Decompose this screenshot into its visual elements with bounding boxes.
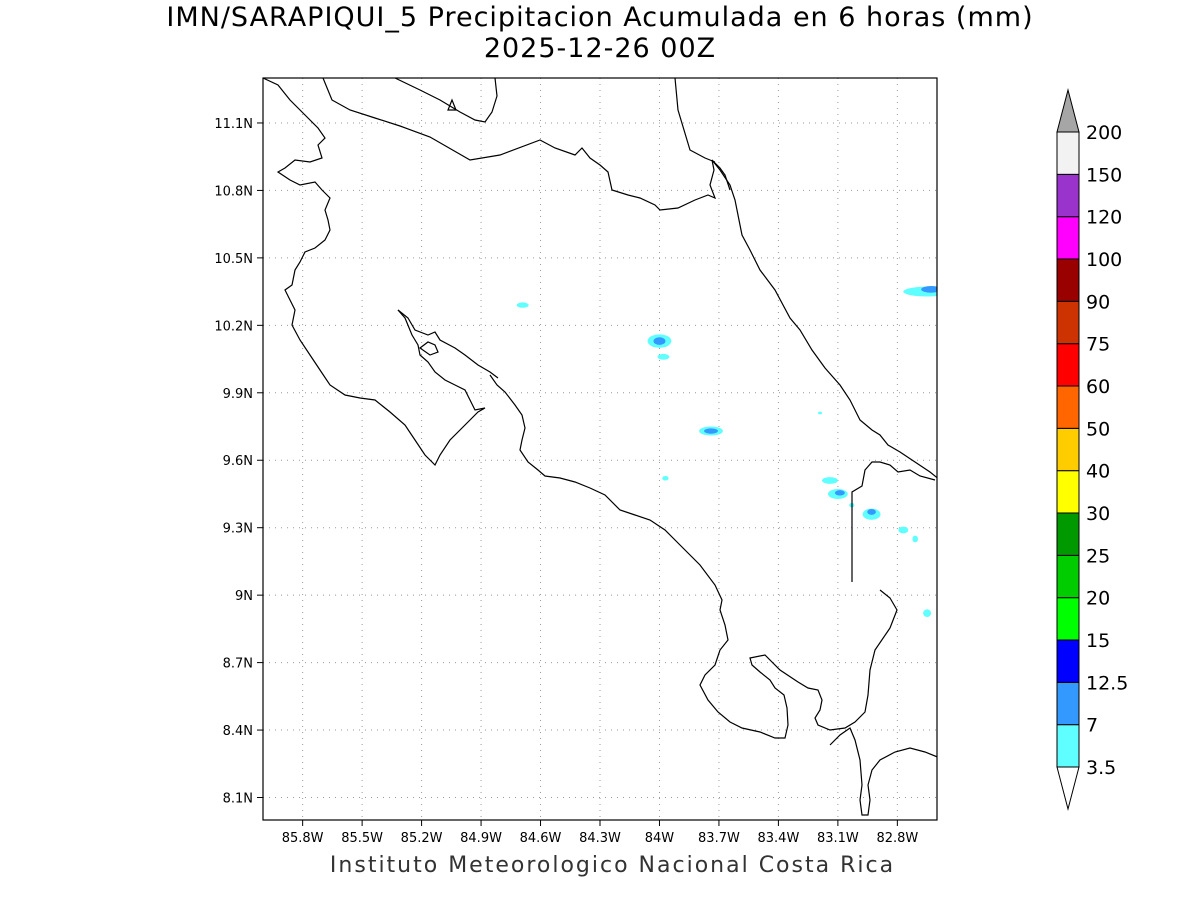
latitude-axis: 11.1N 10.8N 10.5N 10.2N 9.9N 9.6N 9.3N 9N 8.7N 8.… xyxy=(214,117,263,807)
colorbar-swatch xyxy=(1056,512,1080,556)
precip-cell xyxy=(822,477,838,484)
colorbar-swatch xyxy=(1056,427,1080,472)
precipitation-cells xyxy=(516,285,937,617)
colorbar-lower-arrow xyxy=(1056,766,1080,811)
colorbar-label: 15 xyxy=(1086,630,1110,652)
colorbar-swatch xyxy=(1056,724,1080,768)
lat-tick-label: 8.4N xyxy=(223,724,253,739)
colorbar-label: 60 xyxy=(1086,376,1110,398)
colorbar-swatch xyxy=(1056,343,1080,387)
colorbar-label: 90 xyxy=(1086,291,1110,313)
panama-border xyxy=(851,461,936,582)
colorbar-swatch xyxy=(1056,639,1080,683)
colorbar-swatch xyxy=(1056,216,1080,260)
nicaragua-lake-shore xyxy=(674,78,716,163)
lat-tick-label: 9.6N xyxy=(223,454,253,469)
colorbar-swatch xyxy=(1056,597,1080,641)
precip-cell xyxy=(912,535,918,543)
precip-cell xyxy=(516,302,529,308)
lat-tick-label: 8.7N xyxy=(223,657,253,672)
colorbar-swatch xyxy=(1056,554,1080,599)
colorbar-legend: 3.5 7 12.5 15 20 25 30 40 50 60 75 90 100 120 150 200 xyxy=(1056,88,1128,811)
precip-cell xyxy=(657,353,670,360)
colorbar-swatch xyxy=(1056,681,1080,726)
lon-tick-label: 85.2W xyxy=(401,831,443,846)
colorbar-swatch xyxy=(1056,173,1080,218)
precip-cell xyxy=(898,526,909,534)
lat-tick-label: 10.5N xyxy=(214,252,253,267)
credit-text: Instituto Meteorologico Nacional Costa R… xyxy=(329,853,896,878)
precip-cell xyxy=(704,428,718,434)
northern-border-caribbean-coast xyxy=(322,78,937,479)
colorbar-label: 200 xyxy=(1086,122,1122,144)
nicaragua-coast-tail xyxy=(394,78,498,123)
lat-tick-label: 10.2N xyxy=(214,319,253,334)
lon-tick-label: 85.5W xyxy=(341,831,383,846)
pacific-coast-guanacaste xyxy=(263,78,486,467)
lon-tick-label: 83.4W xyxy=(758,831,800,846)
lat-tick-label: 9.9N xyxy=(223,387,253,402)
colorbar-label: 150 xyxy=(1086,164,1122,186)
precip-cell xyxy=(834,490,845,496)
colorbar-label: 40 xyxy=(1086,461,1110,483)
coastline-borders xyxy=(263,78,937,816)
small-island xyxy=(447,98,457,111)
lon-tick-label: 82.8W xyxy=(876,831,918,846)
graticule xyxy=(263,78,937,820)
san-juan-lagoon xyxy=(711,159,731,191)
colorbar-upper-arrow xyxy=(1056,88,1080,133)
map-title: IMN/SARAPIQUI_5 Precipitacion Acumulada … xyxy=(166,2,1034,33)
lat-tick-label: 8.1N xyxy=(223,792,253,807)
colorbar-swatch xyxy=(1056,258,1080,302)
colorbar-label: 30 xyxy=(1086,503,1110,525)
lon-tick-label: 84.9W xyxy=(460,831,502,846)
precip-cell xyxy=(662,475,669,481)
lon-tick-label: 84.6W xyxy=(520,831,562,846)
longitude-axis: 85.8W 85.5W 85.2W 84.9W 84.6W 84.3W 84W 83.7W 83… xyxy=(282,820,918,846)
colorbar-swatch xyxy=(1056,300,1080,345)
colorbar-label: 50 xyxy=(1086,418,1110,440)
precip-cell xyxy=(653,337,666,345)
lat-tick-label: 11.1N xyxy=(214,117,253,132)
pacific-coast-central xyxy=(489,374,898,739)
chira-island xyxy=(418,341,439,356)
lat-tick-label: 10.8N xyxy=(214,184,253,199)
lon-tick-label: 83.1W xyxy=(817,831,859,846)
colorbar-swatch xyxy=(1056,131,1080,175)
lon-tick-label: 84.3W xyxy=(579,831,621,846)
colorbar-swatch xyxy=(1056,385,1080,429)
colorbar-swatch xyxy=(1056,470,1080,514)
lat-tick-label: 9.3N xyxy=(223,522,253,537)
lat-tick-label: 9N xyxy=(235,589,253,604)
precip-cell xyxy=(923,609,932,617)
colorbar-label: 120 xyxy=(1086,207,1122,229)
lon-tick-label: 85.8W xyxy=(282,831,324,846)
lon-tick-label: 83.7W xyxy=(698,831,740,846)
colorbar-label: 20 xyxy=(1086,588,1110,610)
colorbar-label: 75 xyxy=(1086,334,1110,356)
colorbar-label: 3.5 xyxy=(1086,757,1116,779)
colorbar-label: 7 xyxy=(1086,715,1098,737)
colorbar-label: 25 xyxy=(1086,545,1110,567)
map-timestamp: 2025-12-26 00Z xyxy=(483,33,717,64)
colorbar-label: 100 xyxy=(1086,249,1122,271)
gulf-nicoya-north xyxy=(397,309,499,379)
precip-cell xyxy=(867,509,876,515)
lon-tick-label: 84W xyxy=(645,831,675,846)
colorbar-label: 12.5 xyxy=(1086,672,1128,694)
burica-peninsula xyxy=(829,727,937,816)
precip-cell xyxy=(818,411,823,415)
precip-cell xyxy=(921,285,937,293)
